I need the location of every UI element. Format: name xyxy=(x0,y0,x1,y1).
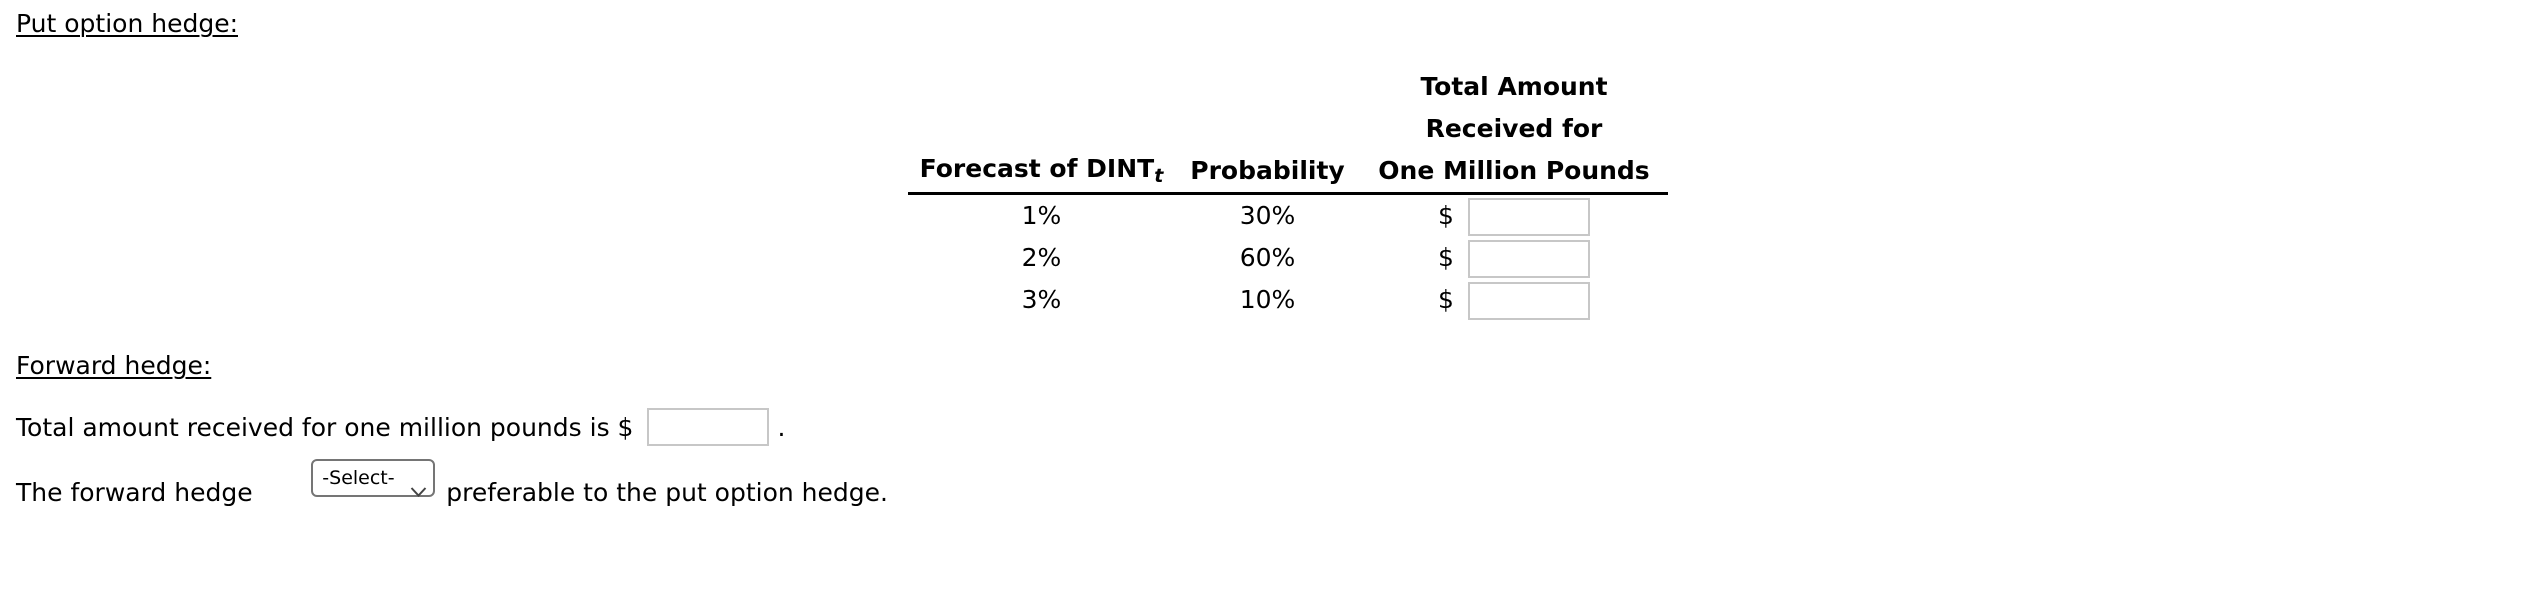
table-header-row: Forecast of DINTt Probability Total Amou… xyxy=(908,66,1668,195)
sentence-period: . xyxy=(777,412,786,442)
header-probability: Probability xyxy=(1175,66,1360,195)
header-forecast-subscript: t xyxy=(1154,165,1164,187)
forward-amount-line: Total amount received for one million po… xyxy=(16,404,785,450)
header-forecast-label: Forecast of DINT xyxy=(919,154,1155,183)
header-forecast: Forecast of DINTt xyxy=(908,66,1175,195)
amount-cell: $ xyxy=(1360,279,1668,321)
forecast-cell: 1% xyxy=(1021,201,1062,230)
amount-input-row-3[interactable] xyxy=(1467,282,1590,320)
header-total-line-2: Received for xyxy=(1425,114,1603,143)
forward-compare-line: The forward hedge -Select- preferable to… xyxy=(16,458,888,514)
amount-input-row-2[interactable] xyxy=(1467,240,1590,278)
header-total-line-1: Total Amount xyxy=(1420,72,1608,101)
table-row: 2% 60% $ xyxy=(908,237,1668,279)
probability-cell: 60% xyxy=(1239,243,1296,272)
header-total-amount: Total Amount Received for One Million Po… xyxy=(1360,66,1668,195)
probability-cell: 10% xyxy=(1239,285,1296,314)
table-row: 3% 10% $ xyxy=(908,279,1668,321)
compare-sentence-before: The forward hedge xyxy=(16,477,253,507)
forward-amount-input[interactable] xyxy=(647,408,770,446)
forecast-cell: 3% xyxy=(1021,285,1062,314)
forward-amount-sentence: Total amount received for one million po… xyxy=(16,412,634,442)
amount-cell: $ xyxy=(1360,194,1668,238)
amount-cell: $ xyxy=(1360,237,1668,279)
dollar-sign: $ xyxy=(1438,285,1454,314)
forecast-cell: 2% xyxy=(1021,243,1062,272)
forward-hedge-heading: Forward hedge: xyxy=(16,351,212,380)
dollar-sign: $ xyxy=(1438,201,1454,230)
put-option-hedge-heading: Put option hedge: xyxy=(16,9,238,38)
compare-sentence-after: preferable to the put option hedge. xyxy=(446,477,888,507)
amount-input-row-1[interactable] xyxy=(1467,198,1590,236)
table-row: 1% 30% $ xyxy=(908,194,1668,238)
forward-hedge-select[interactable]: -Select- xyxy=(311,458,436,497)
forward-hedge-select-wrap: -Select- xyxy=(264,430,436,555)
header-total-line-3: One Million Pounds xyxy=(1378,156,1650,185)
put-option-table: Forecast of DINTt Probability Total Amou… xyxy=(908,66,1668,321)
dollar-sign: $ xyxy=(1438,243,1454,272)
header-probability-label: Probability xyxy=(1190,156,1345,185)
probability-cell: 30% xyxy=(1239,201,1296,230)
